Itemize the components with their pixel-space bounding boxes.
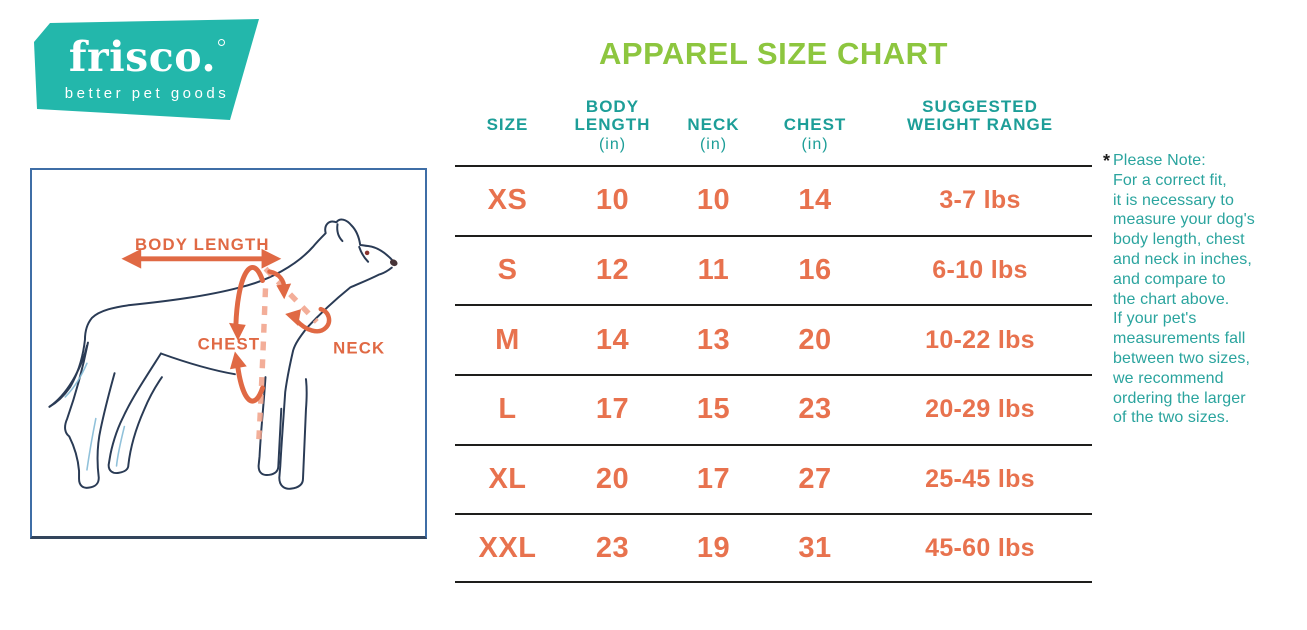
cell-neck: 19 — [696, 531, 731, 564]
logo-text: frisco. better pet goods — [30, 12, 264, 124]
dog-measurement-diagram: BODY LENGTH CHEST NECK — [30, 168, 427, 539]
cell-body-length: 10 — [595, 184, 630, 217]
cell-neck: 11 — [697, 254, 730, 287]
brand-tagline: better pet goods — [64, 84, 230, 102]
cell-chest: 23 — [798, 393, 832, 426]
cell-weight: 45-60 lbs — [925, 533, 1035, 562]
cell-body-length: 14 — [595, 323, 630, 356]
header-unit: (in) — [801, 136, 829, 153]
cell-weight: 3-7 lbs — [939, 186, 1021, 215]
page-title: APPAREL SIZE CHART — [599, 36, 948, 71]
header-unit: (in) — [598, 136, 627, 153]
cell-weight: 10-22 lbs — [925, 325, 1035, 354]
header-unit: (in) — [699, 136, 728, 153]
body-length-arrow — [121, 248, 282, 269]
dog-outline — [48, 218, 395, 490]
cell-chest: 27 — [798, 463, 832, 496]
brand-wordmark: frisco. — [68, 32, 217, 81]
cell-weight: 25-45 lbs — [925, 465, 1035, 494]
header-cell-neck: NECK (in) — [665, 90, 762, 165]
logo-banner-shape — [34, 19, 259, 120]
cell-neck: 17 — [696, 463, 731, 496]
header-cell-chest: CHEST (in) — [762, 90, 868, 165]
cell-size: XS — [487, 184, 528, 217]
note-asterisk: * — [1103, 151, 1111, 171]
table-row-xs: XS 10 10 14 3-7 lbs — [455, 165, 1092, 235]
header-cell-body-length: BODY LENGTH (in) — [560, 90, 665, 165]
cell-chest: 14 — [798, 184, 832, 217]
cell-chest: 20 — [798, 323, 832, 356]
header-label: SIZE — [486, 115, 529, 134]
dog-illustration: BODY LENGTH CHEST NECK — [48, 218, 398, 490]
cell-size: M — [495, 323, 520, 356]
dog-nose — [389, 259, 398, 267]
cell-weight: 6-10 lbs — [932, 256, 1028, 285]
cell-chest: 16 — [798, 254, 832, 287]
cell-neck: 13 — [696, 323, 731, 356]
table-row-s: S 12 11 16 6-10 lbs — [455, 234, 1092, 305]
fit-note: * Please Note: For a correct fit, it is … — [1103, 151, 1305, 428]
cell-size: XXL — [478, 531, 537, 564]
table-row-xl: XL 20 17 27 25-45 lbs — [455, 443, 1092, 514]
header-cell-weight-range: SUGGESTED WEIGHT RANGE — [868, 90, 1092, 165]
cell-body-length: 12 — [595, 254, 630, 287]
cell-size: L — [498, 393, 517, 426]
table-header-row: SIZE BODY LENGTH (in) NECK (in) CHEST (i… — [455, 90, 1092, 165]
cell-body-length: 17 — [595, 393, 630, 426]
cell-chest: 31 — [798, 531, 832, 564]
table-row-xxl: XXL 23 19 31 45-60 lbs — [455, 513, 1092, 584]
header-label: NECK — [687, 115, 740, 134]
registered-mark-icon — [218, 38, 226, 46]
note-text: Please Note: For a correct fit, it is ne… — [1113, 152, 1255, 427]
size-chart-table: SIZE BODY LENGTH (in) NECK (in) CHEST (i… — [455, 90, 1092, 584]
cell-size: XL — [488, 463, 527, 496]
body-length-label: BODY LENGTH — [135, 235, 270, 254]
chest-label: CHEST — [198, 335, 261, 354]
frisco-logo: frisco. better pet goods — [30, 12, 264, 124]
cell-neck: 10 — [696, 184, 731, 217]
header-label: BODY LENGTH — [574, 97, 651, 134]
cell-body-length: 20 — [595, 463, 630, 496]
neck-label: NECK — [333, 338, 385, 357]
header-cell-size: SIZE — [455, 90, 560, 165]
cell-neck: 15 — [696, 393, 731, 426]
dog-shading-lines — [64, 362, 126, 471]
dog-eye — [364, 250, 370, 256]
header-label: SUGGESTED WEIGHT RANGE — [906, 97, 1054, 134]
neck-measure-arrows — [267, 269, 332, 334]
table-row-l: L 17 15 23 20-29 lbs — [455, 374, 1092, 444]
cell-size: S — [497, 254, 518, 287]
table-row-m: M 14 13 20 10-22 lbs — [455, 304, 1092, 374]
chest-girth-arrows — [228, 265, 266, 404]
brand-name: frisco. — [69, 36, 226, 78]
cell-body-length: 23 — [595, 531, 630, 564]
measurement-dashed-guides — [255, 266, 319, 445]
header-label: CHEST — [783, 115, 847, 134]
cell-weight: 20-29 lbs — [925, 395, 1035, 424]
